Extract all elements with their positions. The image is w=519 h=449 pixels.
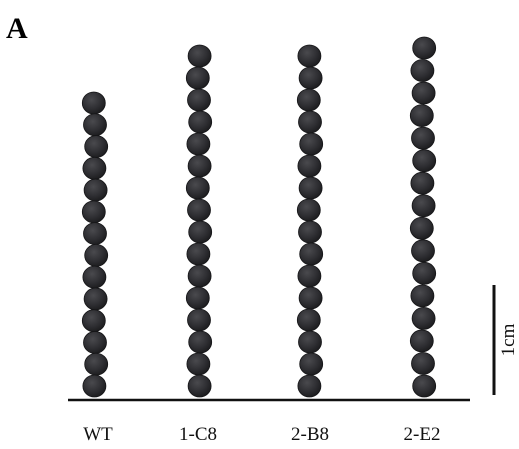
seed: [82, 201, 105, 223]
figure-panel: A 1cm WT 1-C8 2-B8 2-E2: [0, 0, 519, 449]
line-label: 1-C8: [179, 424, 217, 445]
seed: [84, 114, 107, 136]
seed: [412, 82, 435, 104]
seed: [410, 105, 433, 127]
line-label: 2-E2: [404, 424, 441, 445]
seed: [411, 285, 434, 307]
seed: [82, 92, 105, 114]
seed: [189, 331, 212, 353]
seed: [188, 309, 211, 331]
seed: [85, 353, 108, 375]
seed: [83, 266, 106, 288]
seed: [186, 177, 209, 199]
seed: [299, 287, 322, 309]
seed: [412, 195, 435, 217]
seed: [300, 243, 323, 265]
scale-label: 1cm: [498, 323, 519, 356]
seed: [298, 45, 321, 67]
seed: [297, 309, 320, 331]
seed: [298, 265, 321, 287]
seed: [84, 179, 107, 201]
seed: [412, 127, 435, 149]
seed: [83, 375, 106, 397]
panel-label: A: [6, 12, 28, 45]
seed: [299, 111, 322, 133]
seed: [413, 37, 436, 59]
seed: [298, 375, 321, 397]
line-label: WT: [83, 424, 113, 445]
seed: [84, 223, 107, 245]
seed: [411, 172, 434, 194]
seed: [299, 331, 322, 353]
seed: [85, 244, 108, 266]
seed: [188, 199, 211, 221]
seed: [300, 133, 323, 155]
seed: [412, 352, 435, 374]
seed: [297, 199, 320, 221]
seed: [186, 287, 209, 309]
seed: [299, 221, 322, 243]
seed: [413, 375, 436, 397]
seed: [188, 45, 211, 67]
seed: [300, 353, 323, 375]
seed: [188, 375, 211, 397]
seed: [83, 157, 106, 179]
seed: [410, 330, 433, 352]
seed: [188, 265, 211, 287]
seed: [413, 150, 436, 172]
seed: [412, 307, 435, 329]
seed: [188, 155, 211, 177]
seed: [188, 89, 211, 111]
seed: [412, 240, 435, 262]
seed: [189, 111, 212, 133]
seed: [189, 221, 212, 243]
seed: [84, 331, 107, 353]
seed: [186, 67, 209, 89]
seed: [413, 262, 436, 284]
seed: [187, 133, 210, 155]
seed: [85, 136, 108, 158]
seed: [411, 60, 434, 82]
seed: [187, 353, 210, 375]
seed: [82, 310, 105, 332]
seed: [297, 89, 320, 111]
seed: [298, 155, 321, 177]
seed: [410, 217, 433, 239]
line-label: 2-B8: [291, 424, 329, 445]
seed: [299, 67, 322, 89]
seed: [84, 288, 107, 310]
background: [0, 0, 519, 449]
seed: [187, 243, 210, 265]
seed: [299, 177, 322, 199]
